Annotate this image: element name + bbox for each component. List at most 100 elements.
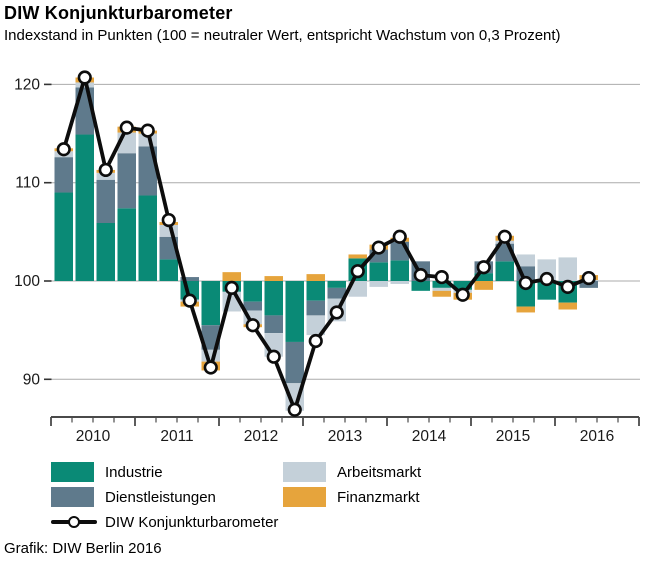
bar-2010-Q1: [54, 148, 73, 281]
segment-industrie: [138, 195, 157, 281]
x-year-label-2011: 2011: [160, 428, 193, 445]
segment-arbeitsmarkt: [558, 257, 577, 281]
marker-2015-Q4: [539, 271, 554, 287]
segment-finanzmarkt: [516, 306, 535, 313]
chart-legend: Industrie Dienstleistungen Arbeitsmarkt …: [51, 462, 651, 542]
segment-industrie: [327, 281, 346, 288]
barometer-line-markers: [56, 70, 596, 417]
legend-label-finanzmarkt: Finanzmarkt: [337, 489, 420, 506]
x-year-label-2014: 2014: [412, 428, 447, 445]
x-axis: 2010 2011 2012 2013 2014 2015 2016: [50, 416, 640, 445]
segment-finanzmarkt: [306, 274, 325, 281]
segment-arbeitsmarkt: [369, 281, 388, 287]
segment-industrie: [306, 281, 325, 301]
marker-2016-Q2: [581, 270, 596, 286]
chart-subtitle: Indexstand in Punkten (100 = neutraler W…: [4, 27, 561, 44]
legend-swatch-finanzmarkt: [283, 487, 326, 507]
marker-2010-Q1: [56, 142, 71, 157]
bar-2010-Q4: [117, 126, 136, 281]
segment-industrie: [537, 281, 556, 300]
marker-2012-Q3: [266, 349, 281, 364]
segment-finanzmarkt: [558, 302, 577, 310]
marker-2014-Q3: [434, 269, 449, 285]
marker-2013-Q1: [308, 333, 323, 349]
bar-2011-Q4: [201, 281, 220, 371]
legend-swatch-arbeitsmarkt: [283, 462, 326, 482]
marker-2010-Q4: [119, 120, 134, 135]
segment-arbeitsmarkt: [159, 224, 178, 237]
legend-label-arbeitsmarkt: Arbeitsmarkt: [337, 464, 422, 481]
segment-industrie: [285, 281, 304, 342]
legend-line-marker-icon: [68, 516, 80, 528]
bar-2011-Q1: [138, 130, 157, 281]
marker-2014-Q1: [392, 229, 407, 244]
bar-2014-Q3: [432, 281, 451, 297]
x-year-label-2015: 2015: [496, 428, 530, 445]
segment-dienstleistungen: [54, 157, 73, 193]
marker-2016-Q1: [560, 279, 575, 294]
segment-industrie: [96, 223, 115, 281]
marker-2011-Q2: [161, 212, 176, 228]
segment-industrie: [264, 281, 283, 316]
chart-title: DIW Konjunkturbarometer: [4, 3, 233, 23]
x-year-label-2016: 2016: [580, 428, 614, 445]
segment-industrie: [453, 281, 472, 290]
segment-arbeitsmarkt: [348, 281, 367, 297]
bar-2012-Q3: [264, 276, 283, 357]
segment-industrie: [369, 262, 388, 281]
segment-industrie: [75, 134, 94, 281]
segment-finanzmarkt: [222, 272, 241, 281]
segment-arbeitsmarkt: [516, 254, 535, 267]
marker-2015-Q1: [476, 260, 491, 275]
segment-finanzmarkt: [348, 254, 367, 259]
y-tick-label-120: 120: [14, 76, 40, 93]
segment-industrie: [117, 208, 136, 281]
segment-arbeitsmarkt: [306, 315, 325, 336]
marker-2012-Q2: [245, 318, 260, 333]
marker-2013-Q4: [371, 240, 386, 255]
marker-2013-Q3: [350, 264, 365, 279]
marker-2015-Q2: [497, 229, 512, 244]
bar-2010-Q3: [96, 169, 115, 281]
legend-swatch-industrie: [51, 462, 94, 482]
marker-2011-Q4: [203, 360, 218, 375]
bar-2012-Q4: [285, 281, 304, 411]
segment-dienstleistungen: [117, 153, 136, 209]
x-year-label-2012: 2012: [244, 428, 278, 445]
bar-2013-Q1: [306, 274, 325, 336]
marker-2013-Q2: [329, 305, 344, 320]
marker-2010-Q2: [77, 70, 92, 85]
segment-industrie: [495, 261, 514, 281]
y-tick-label-90: 90: [23, 371, 41, 388]
segment-industrie: [411, 281, 430, 291]
segment-dienstleistungen: [327, 287, 346, 299]
marker-2012-Q1: [224, 280, 239, 295]
marker-2015-Q3: [518, 275, 533, 291]
y-gridlines: 90 100 110 120: [14, 76, 640, 388]
marker-2012-Q4: [287, 402, 302, 417]
segment-industrie: [474, 273, 493, 281]
marker-2010-Q3: [98, 162, 113, 178]
legend-label-industrie: Industrie: [105, 464, 163, 481]
segment-dienstleistungen: [138, 146, 157, 196]
x-year-label-2013: 2013: [328, 428, 362, 445]
segment-industrie: [201, 281, 220, 326]
segment-finanzmarkt: [432, 290, 451, 297]
segment-finanzmarkt: [264, 276, 283, 281]
segment-arbeitsmarkt: [432, 287, 451, 291]
segment-dienstleistungen: [180, 277, 199, 281]
legend-line-sample: [51, 512, 97, 532]
legend-label-dienstleistungen: Dienstleistungen: [105, 489, 216, 506]
marker-2011-Q1: [140, 123, 155, 138]
segment-industrie: [432, 281, 451, 288]
segment-arbeitsmarkt: [390, 281, 409, 284]
y-tick-label-110: 110: [15, 175, 40, 192]
barometer-chart-plot: 90 100 110 120 2010 2011 2012 2013 2014 2015 2016: [14, 70, 640, 445]
segment-arbeitsmarkt: [201, 349, 220, 362]
segment-dienstleistungen: [306, 300, 325, 316]
segment-finanzmarkt: [474, 281, 493, 290]
marker-2011-Q3: [182, 293, 197, 308]
segment-industrie: [54, 192, 73, 281]
legend-swatch-dienstleistungen: [51, 487, 94, 507]
